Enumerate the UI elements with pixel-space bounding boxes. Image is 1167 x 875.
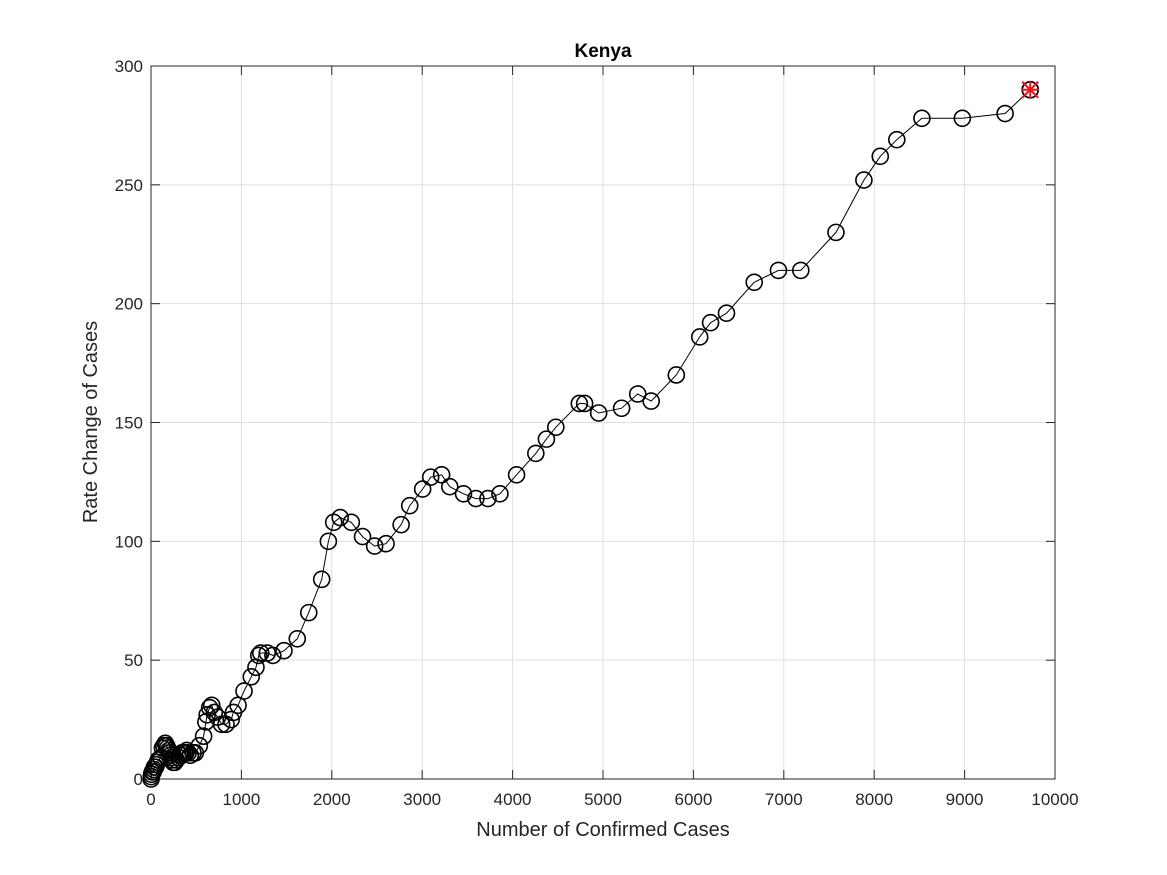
data-point [690,328,709,346]
x-tick-label: 7000 [765,790,803,809]
data-point [454,484,473,503]
x-tick-label: 10000 [1031,790,1078,809]
data-point [312,570,331,589]
data-point [319,532,338,551]
x-tick-label: 3000 [403,790,441,809]
x-tick-label: 6000 [674,790,712,809]
data-point [827,223,845,242]
data-point [275,641,293,660]
data-point [202,696,221,715]
data-point [589,404,608,422]
x-axis-label: Number of Confirmed Cases [476,819,729,841]
data-point [701,313,720,332]
data-point [855,171,873,189]
data-point [717,304,736,322]
data-point [953,109,972,128]
y-tick-label: 300 [115,57,143,76]
data-point [353,527,372,546]
x-tick-label: 5000 [584,790,622,809]
data-point [537,430,556,448]
data-point [251,644,270,662]
highlight [1021,80,1040,99]
data-point [198,706,216,724]
data-point [235,682,253,700]
y-tick-label: 200 [115,295,143,314]
data-point [570,394,589,413]
data-point [479,489,497,508]
y-ticks: 0 50 100 150 200 250 300 [115,57,1055,789]
data-point [491,484,509,503]
data-point [413,480,432,498]
data-point [222,710,240,729]
data-point [400,496,419,515]
series [142,80,1040,788]
chart-title: Kenya [574,41,631,62]
data-point [527,444,545,463]
data-point [421,468,440,486]
data-point [887,130,906,149]
data-point [365,537,384,555]
data-point [871,147,890,166]
data-point [467,489,485,508]
data-point [628,385,647,403]
y-tick-label: 250 [115,176,143,195]
data-point [440,477,459,496]
data-point [190,736,209,755]
data-point [342,513,361,532]
data-point [507,465,526,484]
y-tick-label: 0 [134,770,143,789]
data-point [769,261,788,280]
data-point [612,399,631,418]
data-point [432,465,451,484]
data-point [392,515,410,534]
y-tick-label: 150 [115,414,143,433]
data-point [791,261,810,280]
y-tick-label: 100 [115,532,143,551]
data-point [242,668,261,686]
data-point [249,646,268,665]
data-point [913,109,931,128]
data-point [377,534,395,553]
x-tick-label: 8000 [855,790,893,809]
x-tick-label: 0 [146,790,155,809]
y-axis-label: Rate Change of Cases [80,321,102,523]
y-tick-label: 50 [124,651,143,670]
data-point [642,392,660,410]
data-point [745,273,764,292]
data-point [212,715,231,734]
x-tick-label: 1000 [222,790,260,809]
data-point [996,104,1014,123]
data-point [667,366,686,384]
data-point [264,646,282,665]
data-point [575,394,594,413]
x-tick-label: 4000 [494,790,532,809]
data-point [194,727,213,746]
data-point [331,508,350,527]
x-tick-label: 2000 [313,790,351,809]
data-point [288,629,307,648]
data-point [299,603,318,622]
data-point [547,418,565,437]
x-tick-label: 9000 [946,790,984,809]
